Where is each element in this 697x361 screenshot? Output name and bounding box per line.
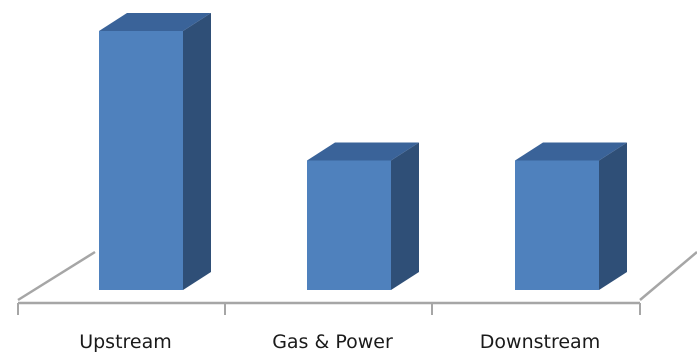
category-label: Upstream	[79, 331, 172, 353]
bar-front-face	[515, 160, 599, 290]
bar-top-face	[99, 13, 211, 31]
bar-side-face	[599, 142, 627, 290]
bar-upstream	[99, 13, 211, 290]
category-label: Downstream	[480, 331, 600, 353]
chart-floor	[17, 250, 697, 315]
bar-gas-power	[307, 142, 419, 290]
bar-front-face	[307, 160, 391, 290]
category-labels: Upstream Gas & Power Downstream	[79, 331, 600, 353]
bar-downstream	[515, 142, 627, 290]
bar-front-face	[99, 31, 183, 290]
floor-right-edge	[639, 251, 697, 301]
floor-left-edge	[17, 250, 96, 302]
bar-side-face	[183, 13, 211, 290]
bar-top-face	[515, 142, 627, 161]
bar-top-face	[307, 142, 419, 161]
bars-group	[99, 13, 627, 290]
bar-side-face	[391, 142, 419, 290]
category-label: Gas & Power	[272, 331, 393, 353]
